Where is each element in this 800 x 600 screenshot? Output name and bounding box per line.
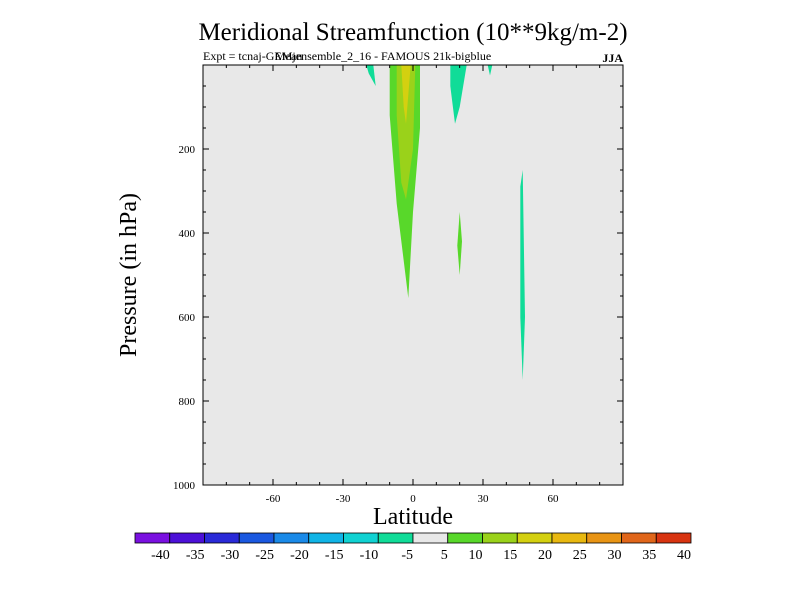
chart-overprint-label: Mean [275,49,302,63]
colorbar-label: -35 [186,548,205,563]
colorbar-swatch [273,532,310,544]
x-tick-label: 30 [478,493,490,505]
colorbar-swatch [238,532,275,544]
colorbar-swatch [551,532,588,544]
y-axis: 200 400 600 800 1000 [173,85,623,492]
y-tick-label: 200 [179,144,196,156]
colorbar-swatch [621,532,657,544]
contour-region-upper-green-sliver-2 [494,65,502,128]
colorbar-swatch [377,532,414,544]
contour-region-upper-green-sliver [431,65,434,128]
colorbar-label: 15 [503,548,517,563]
contour-region-upper-teal-mid [450,65,467,124]
x-axis-label: Latitude [373,504,453,530]
colorbar-label: 25 [573,548,587,563]
colorbar-label: 35 [642,548,656,563]
y-tick-label: 600 [179,312,196,324]
colorbar-swatch [516,532,553,544]
colorbar-label: 30 [608,548,622,563]
contour-region-nh-cell-green [436,140,467,412]
colorbar-label: 40 [677,548,691,563]
colorbar-label: 20 [538,548,552,563]
contour-region-tropical-core-yellow [396,65,416,200]
contour-region-midlat-teal-strip [520,170,525,380]
colorbar-swatch [134,532,171,544]
colorbar-swatch [169,532,205,544]
colorbar-label: 5 [441,548,448,563]
contour-region-sh-cell-green [284,65,308,385]
x-tick-label: 60 [548,493,560,505]
colorbar-swatch [412,532,449,544]
colorbar-swatch [586,532,622,544]
contour-region-upper-teal-right [487,65,493,76]
colorbar-label: 10 [469,548,483,563]
colorbar-swatch [308,532,344,544]
season-label: JJA [602,51,623,65]
colorbar-label: -25 [255,548,274,563]
x-tick-label: -30 [336,493,351,505]
colorbar-swatch [343,532,379,544]
x-axis: -60 -30 0 30 60 [225,65,601,505]
colorbar-swatch [482,532,518,544]
colorbar-label: -10 [360,548,379,563]
x-tick-label: -60 [266,493,281,505]
plot-area [202,64,624,486]
chart-subtitle-expt: Expt = tcnaj-GEMjensemble_2_16 - FAMOUS … [203,49,491,63]
colorbar-label: -30 [221,548,240,563]
contour-region-nh-cell-yellowgreen [457,212,462,275]
colorbar: -40 -35 -30 -25 -20 -15 -10 -5 5 10 15 20 25 30 35 40 [134,532,692,563]
chart-title: Meridional Streamfunction (10**9kg/m-2) [198,19,627,46]
colorbar-label: -15 [325,548,344,563]
colorbar-swatch [447,532,483,544]
colorbar-label: -5 [401,548,413,563]
y-tick-label: 800 [179,396,196,408]
y-tick-label: 1000 [173,480,196,492]
colorbar-label: -40 [151,548,170,563]
colorbar-swatch [655,532,692,544]
y-axis-label: Pressure (in hPa) [116,193,142,357]
contour-region-tropical-peak-orange [401,65,411,124]
x-tick-label: 0 [410,493,416,505]
colorbar-label: -20 [290,548,309,563]
contour-region-upper-teal-left [366,65,376,86]
colorbar-swatch [204,532,240,544]
y-tick-label: 400 [179,228,196,240]
